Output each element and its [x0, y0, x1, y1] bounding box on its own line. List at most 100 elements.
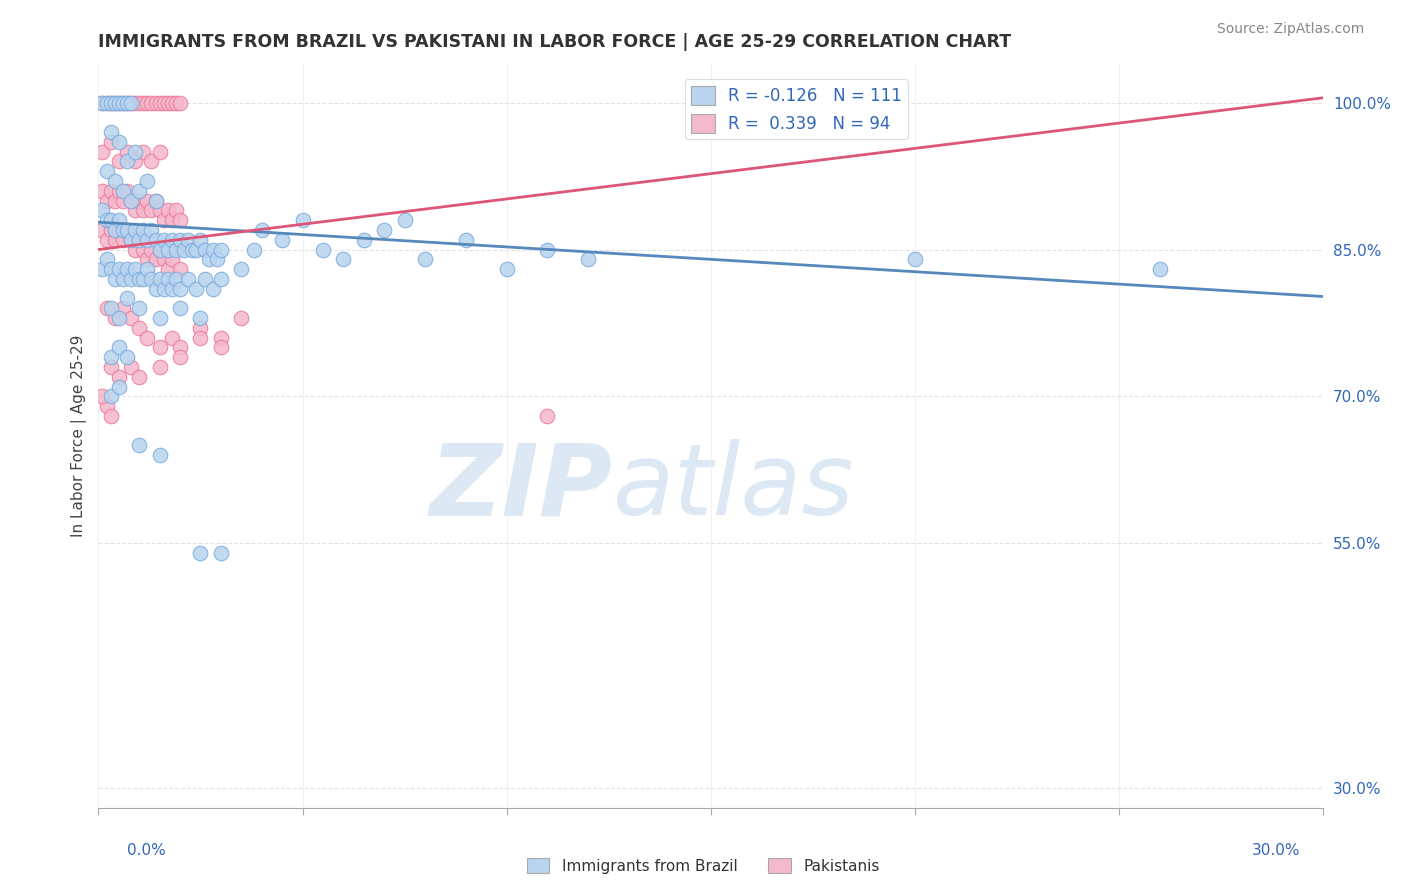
Point	[190, 331, 212, 345]
Point	[91, 184, 114, 198]
Point	[193, 243, 215, 257]
Text: IMMIGRANTS FROM BRAZIL VS PAKISTANI IN LABOR FORCE | AGE 25-29 CORRELATION CHART: IMMIGRANTS FROM BRAZIL VS PAKISTANI IN L…	[98, 33, 1011, 51]
Point	[190, 546, 212, 560]
Point	[124, 95, 146, 110]
Point	[96, 194, 118, 208]
Point	[132, 203, 155, 218]
Point	[107, 311, 129, 326]
Point	[91, 145, 114, 159]
Text: 30.0%: 30.0%	[1253, 843, 1301, 858]
Point	[160, 282, 183, 296]
Point	[128, 321, 150, 335]
Point	[128, 438, 150, 452]
Point	[107, 262, 129, 277]
Point	[120, 311, 142, 326]
Point	[124, 262, 146, 277]
Point	[104, 233, 127, 247]
Point	[169, 341, 191, 355]
Point	[115, 223, 138, 237]
Point	[91, 223, 114, 237]
Point	[136, 252, 159, 267]
Point	[96, 95, 118, 110]
Point	[120, 272, 142, 286]
Point	[353, 233, 375, 247]
Point	[107, 95, 129, 110]
Point	[120, 233, 142, 247]
Point	[169, 95, 191, 110]
Point	[107, 369, 129, 384]
Point	[91, 95, 114, 110]
Legend: Immigrants from Brazil, Pakistanis: Immigrants from Brazil, Pakistanis	[520, 852, 886, 880]
Point	[107, 184, 129, 198]
Point	[160, 233, 183, 247]
Point	[141, 95, 163, 110]
Point	[124, 154, 146, 169]
Point	[231, 262, 253, 277]
Point	[209, 546, 232, 560]
Point	[149, 448, 172, 462]
Point	[145, 194, 167, 208]
Point	[115, 262, 138, 277]
Point	[136, 331, 159, 345]
Point	[152, 213, 174, 227]
Point	[193, 272, 215, 286]
Point	[107, 213, 129, 227]
Point	[107, 154, 129, 169]
Point	[454, 233, 477, 247]
Point	[156, 95, 179, 110]
Point	[149, 359, 172, 374]
Point	[160, 213, 183, 227]
Point	[115, 154, 138, 169]
Point	[111, 272, 134, 286]
Point	[100, 135, 122, 149]
Point	[91, 203, 114, 218]
Point	[128, 369, 150, 384]
Point	[91, 389, 114, 403]
Point	[115, 292, 138, 306]
Point	[160, 252, 183, 267]
Point	[128, 272, 150, 286]
Point	[96, 252, 118, 267]
Point	[190, 233, 212, 247]
Point	[91, 95, 114, 110]
Point	[107, 379, 129, 393]
Point	[111, 95, 134, 110]
Point	[242, 243, 264, 257]
Legend: R = -0.126   N = 111, R =  0.339   N = 94: R = -0.126 N = 111, R = 0.339 N = 94	[685, 79, 908, 139]
Point	[107, 341, 129, 355]
Point	[124, 243, 146, 257]
Point	[115, 184, 138, 198]
Point	[165, 203, 187, 218]
Text: ZIP: ZIP	[430, 439, 613, 536]
Point	[128, 95, 150, 110]
Point	[186, 243, 208, 257]
Point	[100, 223, 122, 237]
Point	[160, 331, 183, 345]
Point	[177, 272, 200, 286]
Text: atlas: atlas	[613, 439, 855, 536]
Point	[177, 233, 200, 247]
Point	[271, 233, 294, 247]
Point	[169, 282, 191, 296]
Point	[104, 194, 127, 208]
Point	[111, 233, 134, 247]
Text: Source: ZipAtlas.com: Source: ZipAtlas.com	[1216, 22, 1364, 37]
Point	[120, 233, 142, 247]
Point	[104, 95, 127, 110]
Point	[100, 350, 122, 364]
Point	[231, 311, 253, 326]
Point	[156, 203, 179, 218]
Point	[169, 262, 191, 277]
Point	[96, 164, 118, 178]
Point	[132, 243, 155, 257]
Point	[107, 223, 129, 237]
Point	[128, 301, 150, 316]
Point	[149, 95, 172, 110]
Point	[100, 301, 122, 316]
Point	[120, 95, 142, 110]
Point	[128, 194, 150, 208]
Point	[132, 145, 155, 159]
Point	[132, 223, 155, 237]
Point	[136, 174, 159, 188]
Point	[132, 272, 155, 286]
